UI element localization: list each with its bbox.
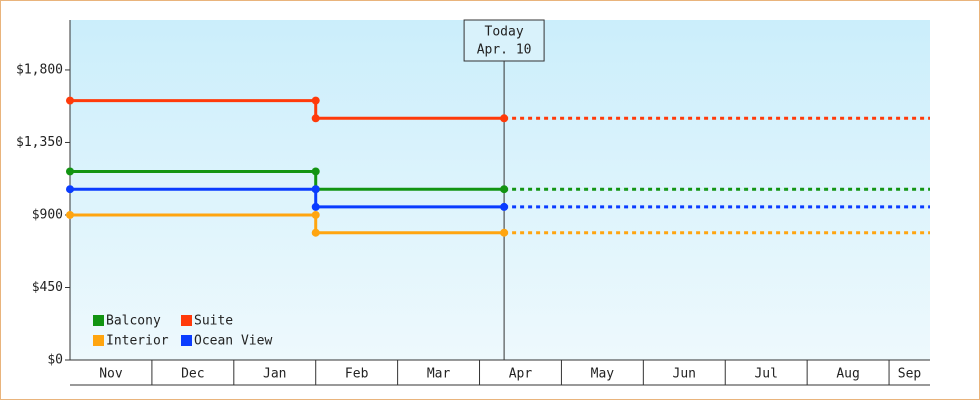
x-tick-label: Nov [99,367,123,382]
x-tick-label: Aug [836,367,859,382]
y-tick-label: $450 [32,280,63,295]
legend-swatch [93,335,104,346]
x-tick-label: Mar [427,367,451,382]
legend-swatch [181,315,192,326]
point [311,167,320,176]
legend-label: Suite [194,314,233,329]
y-tick-label: $900 [32,207,63,222]
x-tick-label: Sep [898,367,922,382]
x-tick-label: Dec [181,367,204,382]
x-tick-label: Feb [345,367,369,382]
y-tick-label: $1,800 [16,62,63,77]
x-tick-label: Jun [673,367,696,382]
point [311,228,320,237]
x-tick-label: Jul [754,367,777,382]
point [311,210,320,219]
y-tick-label: $0 [47,353,63,368]
point [311,185,320,194]
legend-swatch [93,315,104,326]
x-tick-label: May [591,367,615,382]
legend: Balcony Suite Interior Ocean View [93,314,272,349]
legend-label: Ocean View [194,334,272,349]
point [500,185,509,194]
today-date: Apr. 10 [477,43,532,58]
point [66,185,74,194]
point [500,114,509,123]
point [311,202,320,211]
today-label: Today [485,25,524,40]
legend-swatch [181,335,192,346]
legend-label: Interior [106,334,169,349]
point [500,228,509,237]
x-tick-label: Apr [509,367,533,382]
point [311,114,320,123]
legend-label: Balcony [106,314,161,329]
y-tick-label: $1,350 [16,135,63,150]
x-tick-label: Jan [263,367,286,382]
point [500,202,509,211]
point [311,96,320,105]
point [66,210,74,219]
today-box [463,19,545,62]
point [66,167,74,176]
point [66,96,74,105]
